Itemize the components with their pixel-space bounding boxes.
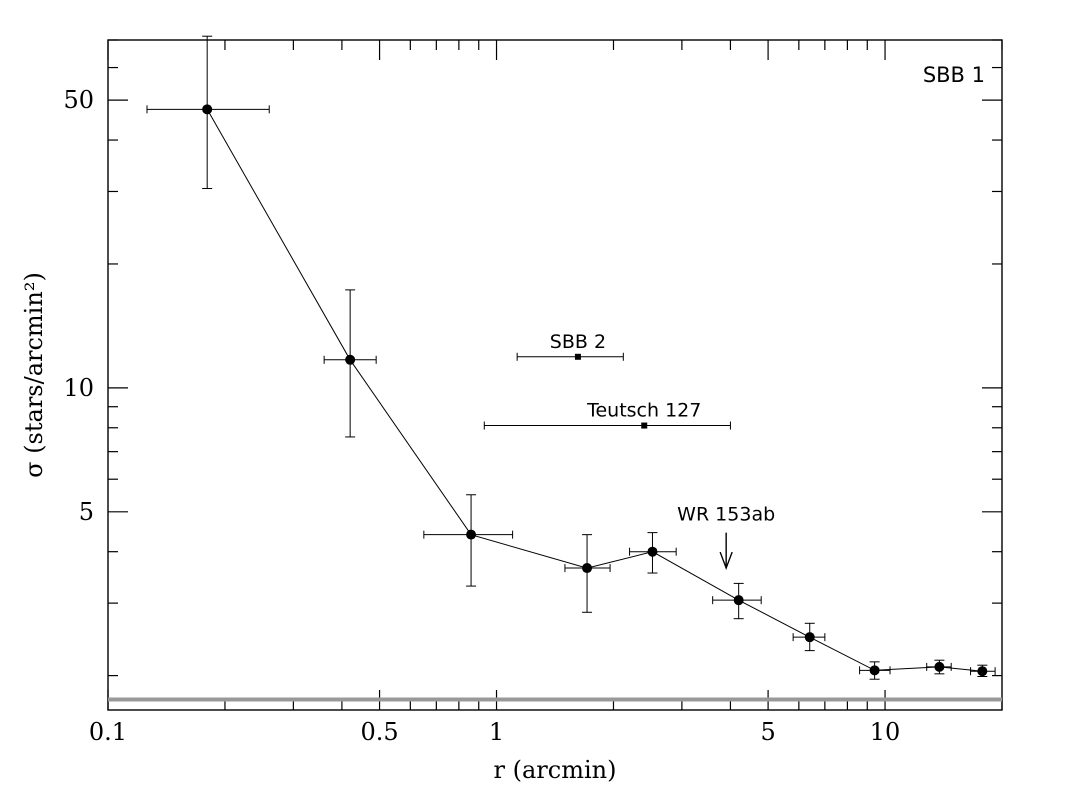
square-marker xyxy=(641,422,648,429)
data-point-7 xyxy=(792,622,826,652)
x-tick-label: 1 xyxy=(489,718,504,746)
data-point-5 xyxy=(629,532,677,574)
point-label: Teutsch 127 xyxy=(586,400,701,422)
data-point-1 xyxy=(146,35,270,190)
labeled-points: SBB 2 Teutsch 127 xyxy=(483,331,731,430)
data-point-6 xyxy=(712,582,762,620)
y-tick-labels: 5 10 50 xyxy=(63,86,94,526)
y-axis-label: σ (stars/arcmin²) xyxy=(20,272,48,478)
arrow-label: WR 153ab xyxy=(677,504,775,526)
arrow-head xyxy=(719,551,733,571)
data-point-2 xyxy=(323,289,377,438)
data-marker xyxy=(733,595,744,606)
arrow-annotation: WR 153ab xyxy=(677,504,775,571)
labeled-point-2: Teutsch 127 xyxy=(483,400,731,430)
profile-line xyxy=(206,109,983,672)
labeled-point-1: SBB 2 xyxy=(516,331,624,361)
data-point-4 xyxy=(564,534,611,613)
square-marker xyxy=(574,353,581,360)
data-marker xyxy=(345,354,356,365)
data-point-10 xyxy=(970,664,996,678)
data-point-3 xyxy=(423,494,514,587)
point-label: SBB 2 xyxy=(550,331,606,353)
y-tick-label: 10 xyxy=(63,374,94,402)
x-tick-label: 0.1 xyxy=(89,718,127,746)
data-point-8 xyxy=(859,661,891,680)
x-axis-label: r (arcmin) xyxy=(494,756,617,784)
data-marker xyxy=(934,661,945,672)
axis-ticks xyxy=(107,39,1003,710)
y-tick-label: 50 xyxy=(63,86,94,114)
data-marker xyxy=(804,632,815,643)
data-marker xyxy=(977,666,988,677)
data-marker xyxy=(582,563,593,574)
profile-series xyxy=(146,35,996,680)
data-marker xyxy=(869,665,880,676)
x-tick-label: 10 xyxy=(870,718,901,746)
corner-label: SBB 1 xyxy=(923,63,985,87)
y-tick-label: 5 xyxy=(79,498,94,526)
data-marker xyxy=(202,104,213,115)
data-marker xyxy=(466,529,477,540)
data-point-9 xyxy=(926,659,952,675)
x-tick-labels: 0.1 0.5 1 5 10 xyxy=(89,718,900,746)
data-marker xyxy=(647,546,658,557)
plot-frame xyxy=(107,39,1003,711)
x-tick-label: 0.5 xyxy=(360,718,398,746)
x-tick-label: 5 xyxy=(760,718,775,746)
